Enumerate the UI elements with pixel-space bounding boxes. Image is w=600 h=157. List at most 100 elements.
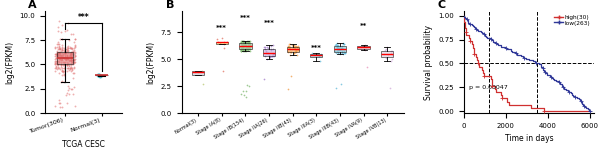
Point: [241, 47, 250, 49]
Point: [62, 67, 71, 70]
PathPatch shape: [215, 42, 228, 44]
Point: [70, 72, 79, 75]
Point: [380, 48, 389, 51]
Point: [70, 37, 80, 40]
Point: [50, 47, 60, 49]
Point: [53, 68, 62, 70]
Text: C: C: [438, 0, 446, 10]
Point: [215, 42, 224, 45]
Point: [245, 45, 254, 47]
Point: [236, 92, 245, 95]
Point: [67, 69, 77, 71]
Point: [284, 46, 294, 49]
Point: [54, 101, 64, 104]
Point: [244, 40, 253, 43]
Point: [265, 56, 275, 59]
Point: [68, 47, 77, 50]
Point: [70, 51, 80, 54]
Point: [62, 53, 72, 56]
Point: [70, 57, 79, 60]
Point: [51, 53, 61, 56]
Point: [52, 67, 61, 69]
Point: [238, 43, 247, 45]
Point: [290, 52, 299, 54]
Point: [56, 64, 65, 66]
Point: [332, 44, 341, 47]
Point: [66, 56, 76, 58]
Point: [57, 57, 67, 60]
Point: [66, 52, 76, 54]
Point: [387, 57, 397, 60]
Point: [379, 53, 389, 55]
Point: [244, 46, 253, 48]
Point: [382, 57, 391, 60]
Point: [332, 46, 342, 49]
Point: [70, 61, 80, 63]
Point: [239, 44, 249, 47]
Point: [58, 80, 67, 82]
Point: [218, 70, 227, 72]
PathPatch shape: [310, 54, 322, 57]
Point: [65, 54, 75, 57]
Point: [222, 41, 232, 44]
Point: [68, 59, 78, 61]
Point: [293, 47, 302, 50]
Point: [55, 57, 64, 60]
Point: [292, 45, 301, 48]
Point: [60, 51, 70, 54]
Point: [67, 61, 77, 63]
Point: [55, 57, 65, 60]
Point: [56, 50, 66, 52]
Point: [238, 45, 247, 48]
Text: ***: ***: [263, 20, 275, 26]
Point: [316, 52, 326, 55]
Point: [337, 51, 347, 53]
Point: [242, 41, 251, 44]
Point: [265, 56, 275, 59]
Point: [67, 56, 76, 59]
Point: [239, 40, 249, 42]
Point: [63, 45, 73, 47]
Point: [55, 55, 65, 57]
Point: [245, 49, 255, 52]
Point: [58, 45, 67, 48]
Point: [62, 56, 71, 58]
Point: [65, 86, 74, 89]
Point: [53, 54, 63, 56]
Point: [386, 87, 395, 90]
Point: [237, 47, 247, 50]
Point: [57, 69, 67, 71]
Point: [60, 56, 70, 58]
Point: [289, 48, 299, 50]
Point: [56, 54, 65, 56]
Point: [241, 42, 251, 44]
Point: [338, 43, 347, 45]
Point: [61, 58, 71, 61]
Point: [335, 52, 345, 55]
Point: [53, 48, 63, 50]
Point: [64, 69, 73, 71]
Point: [243, 40, 253, 43]
Point: [65, 54, 75, 56]
Point: [213, 41, 223, 44]
Point: [238, 45, 248, 48]
Point: [56, 64, 65, 66]
Point: [69, 50, 79, 53]
Point: [68, 60, 78, 63]
Point: [356, 48, 366, 50]
Point: [59, 70, 68, 72]
Point: [262, 51, 271, 54]
Point: [243, 48, 253, 51]
Point: [243, 43, 253, 45]
Point: [50, 61, 60, 63]
Point: [290, 47, 299, 50]
Point: [70, 44, 79, 46]
Point: [54, 43, 64, 46]
Point: [63, 58, 73, 61]
Point: [52, 54, 62, 56]
Point: [58, 49, 67, 52]
Point: [238, 49, 248, 52]
Point: [63, 61, 73, 64]
Point: [291, 49, 301, 52]
Point: [240, 41, 250, 44]
